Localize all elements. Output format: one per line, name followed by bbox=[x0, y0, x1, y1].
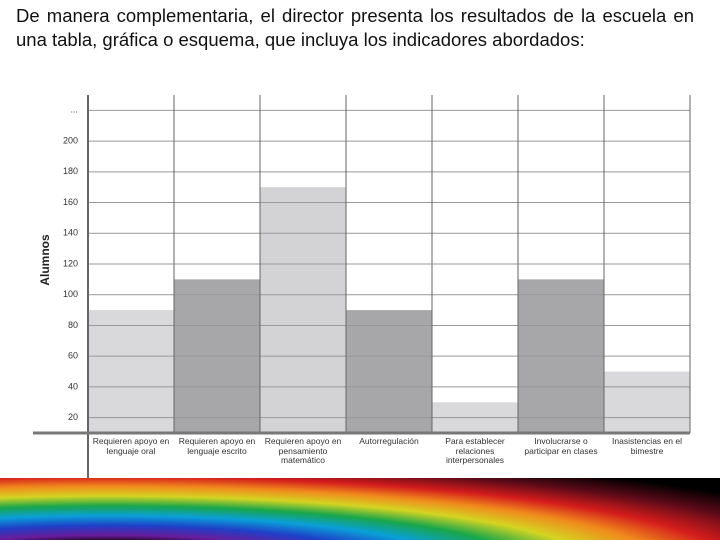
y-tick-label: 160 bbox=[63, 197, 78, 207]
y-axis-label: Alumnos bbox=[38, 234, 52, 286]
x-tick-label: Autorregulación bbox=[359, 436, 419, 446]
x-tick-label: Involucrarse o participar en clases bbox=[524, 436, 598, 456]
y-tick-label: 40 bbox=[68, 381, 78, 391]
y-tick-label: 80 bbox=[68, 320, 78, 330]
decorative-band bbox=[0, 478, 720, 540]
bar bbox=[604, 371, 690, 433]
bar bbox=[260, 187, 346, 433]
x-tick-label: Inasistencias en el bimestre bbox=[612, 436, 682, 456]
y-tick-label: 120 bbox=[63, 258, 78, 268]
y-tick-label: 20 bbox=[68, 412, 78, 422]
paragraph: De manera complementaria, el director pr… bbox=[16, 5, 694, 50]
y-tick-label: 140 bbox=[63, 228, 78, 238]
x-tick-label: Requieren apoyo en lenguaje oral bbox=[92, 436, 170, 456]
y-tick-label: 200 bbox=[63, 135, 78, 145]
bar bbox=[88, 310, 174, 433]
bar bbox=[346, 310, 432, 433]
y-tick-label: 180 bbox=[63, 166, 78, 176]
y-tick-label: 100 bbox=[63, 289, 78, 299]
x-tick-label: Para establecer relaciones interpersonal… bbox=[445, 436, 505, 465]
y-tick-label: ... bbox=[70, 105, 78, 115]
x-tick-label: Requieren apoyo en pensamiento matemátic… bbox=[264, 436, 342, 465]
x-tick-label: Requieren apoyo en lenguaje escrito bbox=[178, 436, 256, 456]
y-tick-label: 60 bbox=[68, 351, 78, 361]
